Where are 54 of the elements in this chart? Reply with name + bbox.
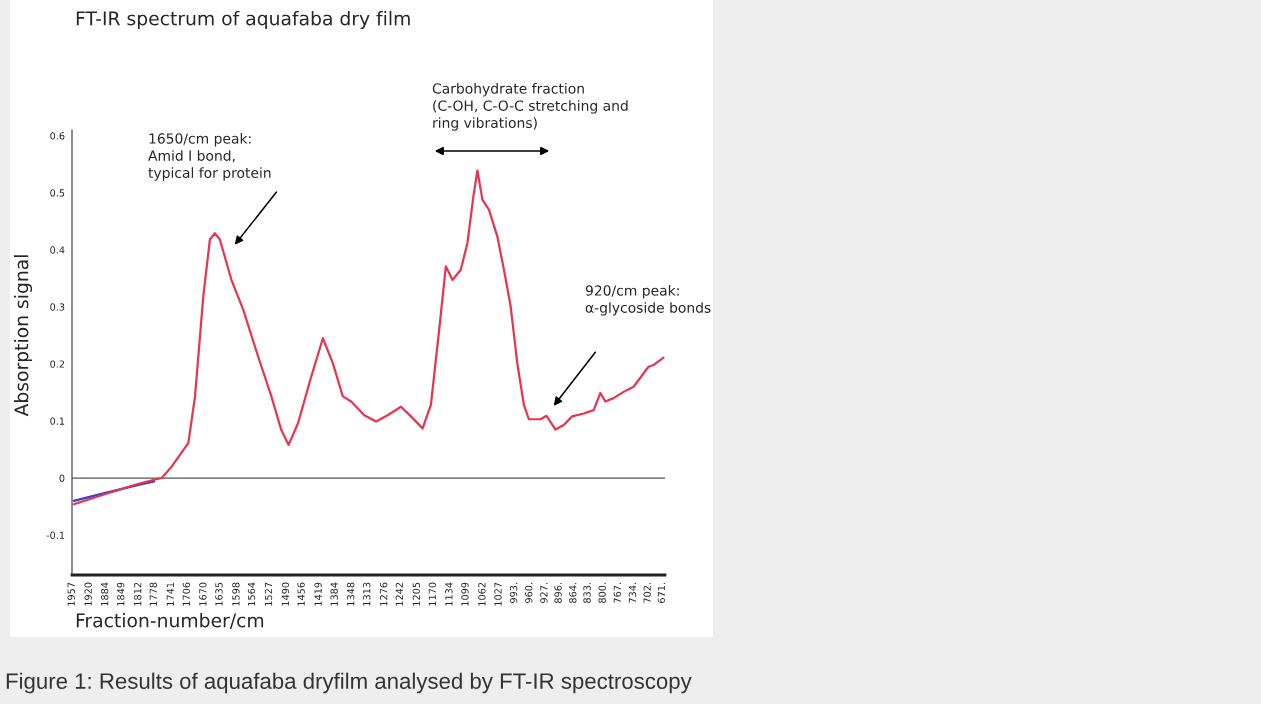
y-tick-label: 0.4	[50, 246, 65, 254]
x-tick-label: 734.	[628, 582, 637, 603]
x-tick-label: 1670	[199, 582, 207, 606]
x-tick-label: 1384	[330, 582, 338, 606]
annotation: 920/cm peak: α-glycoside bonds	[585, 285, 711, 316]
x-tick-label: 960.	[525, 582, 533, 603]
y-tick-label: -0.1	[46, 531, 65, 539]
y-tick-label: 0.2	[50, 360, 65, 368]
x-tick-label: 800.	[598, 582, 606, 603]
x-tick-label: 1884	[100, 582, 109, 606]
y-tick-label: 0.1	[50, 417, 65, 425]
line-series	[72, 480, 156, 502]
x-tick-label: 1920	[84, 582, 92, 606]
x-tick-label: 1527	[264, 582, 273, 606]
x-tick-label: 1456	[297, 582, 305, 606]
y-tick-label: 0.5	[50, 189, 65, 197]
x-tick-label: 1957	[67, 582, 75, 606]
x-tick-label: 767.	[613, 582, 622, 603]
x-tick-label: 864.	[569, 582, 577, 603]
x-tick-label: 1348	[346, 582, 355, 606]
x-tick-label: 1205	[412, 582, 420, 606]
x-tick-label: 1170	[428, 582, 437, 606]
x-tick-label: 1490	[281, 582, 290, 606]
x-tick-label: 1313	[363, 582, 371, 606]
x-tick-label: 1099	[461, 582, 469, 606]
chart-title: FT-IR spectrum of aquafaba dry film	[76, 10, 410, 30]
y-tick-label: 0	[59, 474, 65, 482]
x-tick-label: 1635	[215, 582, 223, 606]
x-tick-label: 1062	[478, 582, 486, 606]
x-tick-label: 1276	[380, 582, 388, 606]
y-tick-label: 0.6	[50, 132, 65, 140]
x-tick-label: 1027	[494, 582, 502, 606]
x-tick-label: 1706	[182, 582, 191, 606]
x-tick-label: 1564	[247, 582, 256, 606]
x-tick-label: 927.	[540, 582, 548, 603]
x-axis-title: Fraction-number/cm	[76, 612, 264, 629]
x-tick-label: 1849	[117, 582, 125, 606]
x-tick-label: 1242	[395, 582, 403, 606]
x-tick-label: 833.	[583, 582, 591, 603]
x-tick-label: 896.	[554, 582, 562, 603]
x-tick-label: 1134	[445, 582, 453, 606]
x-tick-label: 671.	[657, 582, 666, 603]
x-tick-label: 702.	[643, 582, 651, 603]
caption: Figure 1: Results of aquafaba dryfilm analysed by FT-IR spectroscopy	[6, 672, 692, 694]
x-tick-label: 1741	[166, 582, 174, 606]
x-tick-label: 1812	[134, 582, 142, 606]
y-tick-label: 0.3	[50, 303, 65, 311]
x-tick-label: 1778	[149, 582, 157, 606]
x-tick-label: 1419	[314, 582, 322, 606]
annotation: 1650/cm peak: Amid I bond, typical for protein	[148, 133, 271, 181]
annotation: Carbohydrate fraction (C-OH, C-O-C stretching and ring vibrations)	[432, 83, 628, 131]
x-tick-label: 1598	[232, 582, 240, 606]
y-axis-title: Absorption signal	[13, 255, 33, 417]
x-tick-label: 993.	[509, 582, 518, 603]
